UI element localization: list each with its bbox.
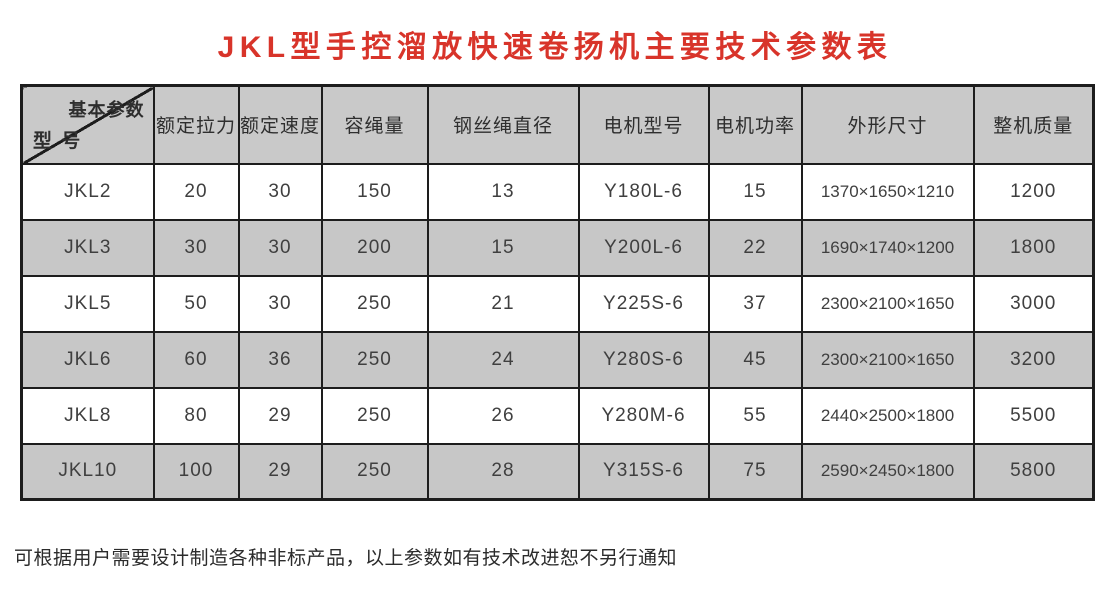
cell-dimensions: 1370×1650×1210 bbox=[800, 162, 975, 221]
cell-rated-speed: 30 bbox=[237, 274, 323, 333]
cell-mass: 1800 bbox=[972, 218, 1095, 277]
cell-wire-diameter: 24 bbox=[426, 330, 580, 389]
cell-motor-model: Y315S-6 bbox=[577, 442, 710, 501]
cell-motor-power: 55 bbox=[707, 386, 803, 445]
cell-rated-speed: 29 bbox=[237, 386, 323, 445]
spec-table: 基本参数 型 号 额定拉力 额定速度 容绳量 钢丝绳直径 电机型号 电机功率 外… bbox=[20, 84, 1095, 501]
table-row-jkl5: JKL5 50 30 250 21 Y225S-6 37 2300×2100×1… bbox=[20, 274, 1095, 333]
cell-rated-pull: 50 bbox=[152, 274, 240, 333]
cell-wire-diameter: 26 bbox=[426, 386, 580, 445]
cell-wire-diameter: 28 bbox=[426, 442, 580, 501]
table-row-jkl2: JKL2 20 30 150 13 Y180L-6 15 1370×1650×1… bbox=[20, 162, 1095, 221]
cell-mass: 3200 bbox=[972, 330, 1095, 389]
cell-rated-speed: 29 bbox=[237, 442, 323, 501]
cell-dimensions: 2440×2500×1800 bbox=[800, 386, 975, 445]
page-title: JKL型手控溜放快速卷扬机主要技术参数表 bbox=[217, 31, 893, 64]
cell-model: JKL5 bbox=[20, 274, 155, 333]
footer-note: 可根据用户需要设计制造各种非标产品，以上参数如有技术改进恕不另行通知 bbox=[14, 548, 678, 569]
cell-mass: 1200 bbox=[972, 162, 1095, 221]
cell-rope-capacity: 150 bbox=[320, 162, 429, 221]
header-rope-capacity: 容绳量 bbox=[320, 84, 429, 165]
cell-rated-speed: 36 bbox=[237, 330, 323, 389]
cell-mass: 5800 bbox=[972, 442, 1095, 501]
cell-motor-power: 15 bbox=[707, 162, 803, 221]
header-motor-power: 电机功率 bbox=[707, 84, 803, 165]
header-motor-model: 电机型号 bbox=[577, 84, 710, 165]
corner-header-cell: 基本参数 型 号 bbox=[20, 84, 155, 165]
header-overall-dimensions: 外形尺寸 bbox=[800, 84, 975, 165]
cell-rope-capacity: 250 bbox=[320, 386, 429, 445]
table-row-jkl3: JKL3 30 30 200 15 Y200L-6 22 1690×1740×1… bbox=[20, 218, 1095, 277]
cell-wire-diameter: 21 bbox=[426, 274, 580, 333]
cell-motor-model: Y280S-6 bbox=[577, 330, 710, 389]
corner-label-parameters: 基本参数 bbox=[68, 100, 145, 120]
cell-rated-pull: 20 bbox=[152, 162, 240, 221]
header-rated-speed: 额定速度 bbox=[237, 84, 323, 165]
cell-motor-power: 37 bbox=[707, 274, 803, 333]
cell-wire-diameter: 13 bbox=[426, 162, 580, 221]
table-row-jkl6: JKL6 60 36 250 24 Y280S-6 45 2300×2100×1… bbox=[20, 330, 1095, 389]
cell-mass: 5500 bbox=[972, 386, 1095, 445]
cell-dimensions: 2300×2100×1650 bbox=[800, 274, 975, 333]
cell-rated-pull: 100 bbox=[152, 442, 240, 501]
cell-rope-capacity: 250 bbox=[320, 274, 429, 333]
cell-model: JKL2 bbox=[20, 162, 155, 221]
cell-rated-pull: 60 bbox=[152, 330, 240, 389]
cell-motor-model: Y180L-6 bbox=[577, 162, 710, 221]
cell-motor-power: 75 bbox=[707, 442, 803, 501]
cell-motor-power: 45 bbox=[707, 330, 803, 389]
table-header-row: 基本参数 型 号 额定拉力 额定速度 容绳量 钢丝绳直径 电机型号 电机功率 外… bbox=[20, 84, 1095, 165]
cell-model: JKL8 bbox=[20, 386, 155, 445]
cell-dimensions: 2300×2100×1650 bbox=[800, 330, 975, 389]
cell-dimensions: 2590×2450×1800 bbox=[800, 442, 975, 501]
corner-label-model: 型 号 bbox=[33, 130, 83, 152]
cell-rated-speed: 30 bbox=[237, 218, 323, 277]
header-rated-pull: 额定拉力 bbox=[152, 84, 240, 165]
cell-model: JKL10 bbox=[20, 442, 155, 501]
cell-rated-pull: 30 bbox=[152, 218, 240, 277]
cell-rope-capacity: 200 bbox=[320, 218, 429, 277]
cell-motor-power: 22 bbox=[707, 218, 803, 277]
cell-motor-model: Y200L-6 bbox=[577, 218, 710, 277]
cell-rope-capacity: 250 bbox=[320, 330, 429, 389]
header-wire-rope-diameter: 钢丝绳直径 bbox=[426, 84, 580, 165]
cell-model: JKL6 bbox=[20, 330, 155, 389]
cell-rated-speed: 30 bbox=[237, 162, 323, 221]
cell-motor-model: Y225S-6 bbox=[577, 274, 710, 333]
table-row-jkl8: JKL8 80 29 250 26 Y280M-6 55 2440×2500×1… bbox=[20, 386, 1095, 445]
cell-motor-model: Y280M-6 bbox=[577, 386, 710, 445]
cell-model: JKL3 bbox=[20, 218, 155, 277]
cell-dimensions: 1690×1740×1200 bbox=[800, 218, 975, 277]
cell-rope-capacity: 250 bbox=[320, 442, 429, 501]
cell-wire-diameter: 15 bbox=[426, 218, 580, 277]
table-row-jkl10: JKL10 100 29 250 28 Y315S-6 75 2590×2450… bbox=[20, 442, 1095, 501]
header-total-mass: 整机质量 bbox=[972, 84, 1095, 165]
cell-rated-pull: 80 bbox=[152, 386, 240, 445]
cell-mass: 3000 bbox=[972, 274, 1095, 333]
